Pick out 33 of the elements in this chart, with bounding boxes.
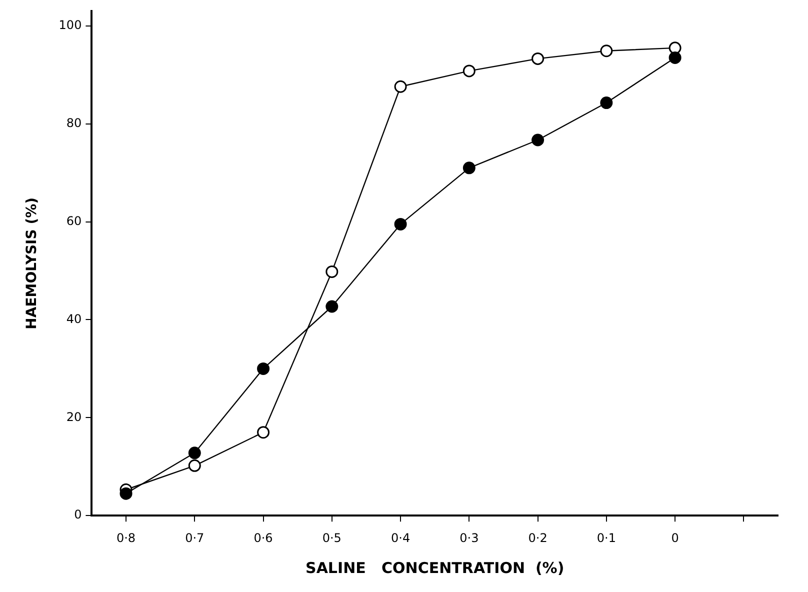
point <box>600 96 613 110</box>
y-axis-title: HAEMOLYSIS (%) <box>24 197 40 330</box>
x-tick-label: 0·8 <box>116 530 136 545</box>
point <box>668 51 682 64</box>
point <box>394 80 407 93</box>
x-tick-label: 0·7 <box>185 530 204 545</box>
point <box>188 446 201 460</box>
x-tick-label: 0·5 <box>322 530 342 545</box>
x-tick-label: 0·4 <box>390 530 410 545</box>
point <box>257 426 270 439</box>
point <box>188 459 201 472</box>
x-axis-title: SALINE CONCENTRATION (%) <box>306 558 564 577</box>
point <box>394 218 407 230</box>
y-tick-label: 100 <box>58 18 82 32</box>
point <box>462 64 476 78</box>
point <box>326 300 338 313</box>
point <box>257 362 270 375</box>
y-tick-label: 20 <box>66 410 82 424</box>
point <box>532 134 544 146</box>
point <box>600 44 613 58</box>
y-tick-label: 80 <box>66 116 82 130</box>
point <box>326 265 338 278</box>
point <box>532 52 544 65</box>
y-tick-label: 60 <box>66 214 82 228</box>
x-tick-label: 0·1 <box>596 530 616 545</box>
y-tick-label: 0 <box>74 508 82 522</box>
point <box>462 162 476 174</box>
y-tick-label: 40 <box>66 312 82 326</box>
x-tick-label: 0·2 <box>528 530 548 545</box>
x-tick-label: 0 <box>671 530 679 545</box>
x-tick-label: 0·3 <box>460 530 479 545</box>
point <box>120 487 132 500</box>
x-tick-label: 0·6 <box>254 530 273 545</box>
